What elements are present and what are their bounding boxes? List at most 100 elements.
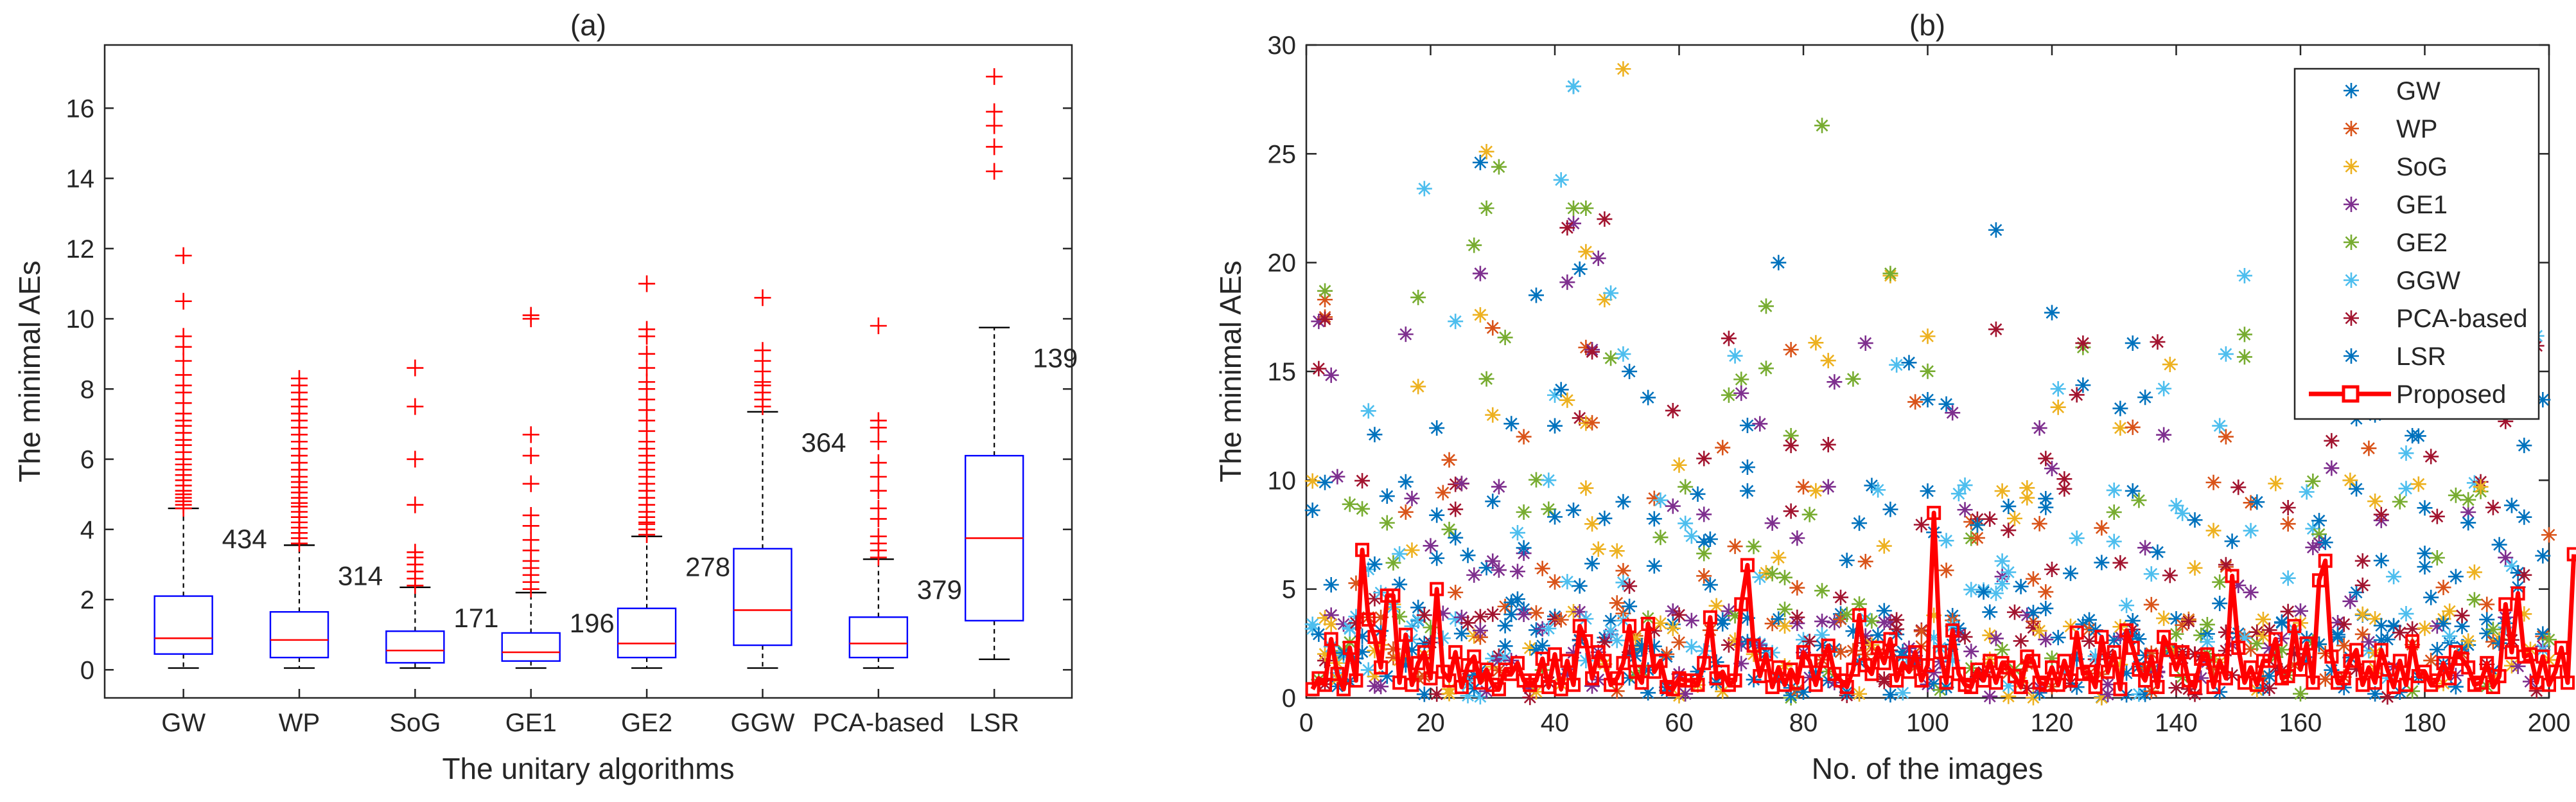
legend-label: GGW [2396,267,2460,295]
scatter-point-background [2224,533,2240,549]
boxplot-outlier [291,370,308,387]
scatter-point-background [2069,530,2085,546]
scatter-point [1783,438,1799,454]
scatter-point-background [2205,522,2221,539]
scatter-point-background [2305,473,2321,489]
scatter-point-background [1547,509,1563,525]
scatter-point-background [2448,569,2464,585]
boxplot-box [848,616,909,659]
proposed-marker [1318,677,1333,692]
scatter-point-background [2354,553,2370,569]
scatter-point-background [2373,553,2389,569]
proposed-marker [1361,612,1376,627]
scatter-point-background [1317,610,1333,626]
scatter-point-background [1665,620,1681,636]
scatter-y-axis-label: The minimal AEs [1214,260,1247,482]
proposed-marker [2417,664,2432,679]
scatter-point-background [2199,626,2215,642]
scatter-point-background [2274,642,2290,658]
scatter-point-background [2423,652,2439,668]
proposed-marker [2101,664,2116,679]
scatter-point-background [1398,657,1414,673]
scatter-point [1478,143,1494,159]
scatter-point-background [1603,623,1619,639]
scatter-point-background [1329,468,1345,485]
scatter-point-background [1597,634,1613,650]
scatter-point-background [2317,671,2333,687]
scatter-point-background [1379,488,1395,504]
scatter-point-background [2031,623,2047,639]
boxplot-x-tick-label: GE1 [505,709,557,737]
legend-marker [2344,348,2359,364]
scatter-point-background [1982,627,1998,643]
scatter-point-background [1640,685,1656,701]
scatter-point-background [2460,492,2476,508]
scatter-point-background [2137,540,2153,556]
scatter-point-background [1373,679,1389,695]
scatter-point-background [2044,650,2060,666]
scatter-point-background [1938,533,1954,549]
scatter-point-background [2349,661,2365,677]
scatter-point-background [2429,641,2445,657]
scatter-point-background [1448,530,1464,546]
scatter-point-background [1516,504,1532,520]
scatter-point-background [1876,538,1892,554]
scatter-point-background [1776,602,1792,618]
scatter-point-background [1379,515,1395,531]
scatter-point-background [2535,626,2551,642]
scatter-point [1578,244,1594,260]
proposed-marker [2312,573,2327,588]
legend-label-proposed: Proposed [2396,380,2506,409]
scatter-point-background [2491,537,2507,553]
scatter-point [1566,201,1582,216]
scatter-point-background [1323,616,1339,632]
proposed-marker [2492,669,2507,684]
boxplot-outlier [870,454,887,472]
scatter-point-background [1485,650,1501,666]
scatter-point-background [1572,578,1588,594]
proposed-marker [2169,662,2184,677]
scatter-point-background [1683,612,1699,628]
scatter-point-background [1634,641,1650,657]
scatter-point-background [1528,642,1544,658]
legend-label: WP [2396,115,2437,143]
scatter-point-background [2349,481,2365,497]
scatter-point-background [2199,634,2215,650]
scatter-point-background [2119,598,2135,614]
scatter-point-background [2386,569,2402,585]
boxplot-box [501,632,561,662]
scatter-point-background [2044,461,2060,477]
scatter-point-background [1522,690,1538,706]
scatter-point-background [1963,514,1979,530]
scatter-point-background [1646,511,1662,527]
proposed-marker [1815,654,1830,668]
scatter-point-background [1994,483,2010,499]
proposed-marker [1809,677,1823,692]
proposed-marker [2361,660,2376,675]
scatter-point-background [1926,664,1942,681]
scatter-point-background [1796,632,1811,648]
scatter-point-background [1702,531,1718,547]
proposed-marker [1560,654,1575,668]
scatter-point-background [1882,501,1898,517]
proposed-marker [1430,582,1444,596]
scatter-point-background [1503,594,1520,610]
scatter-point-background [1509,591,1525,607]
proposed-marker [2088,680,2103,695]
scatter-point-background [1776,569,1792,585]
boxplot-x-tick-label: GGW [730,709,794,737]
scatter-point-background [2137,389,2153,405]
scatter-point-background [1367,591,1383,607]
scatter-point-background [1857,553,1873,569]
proposed-marker [1572,619,1587,634]
scatter-point [1665,402,1681,418]
boxplot-box [269,610,329,659]
proposed-marker [2480,655,2494,670]
scatter-point-background [1367,643,1383,659]
scatter-point-background [2541,527,2557,543]
boxplot-y-tick-label: 8 [80,375,94,404]
scatter-point-background [1615,494,1631,510]
scatter-point-background [2094,520,2110,536]
scatter-point-background [1764,616,1780,632]
scatter-point-background [1789,682,1805,698]
